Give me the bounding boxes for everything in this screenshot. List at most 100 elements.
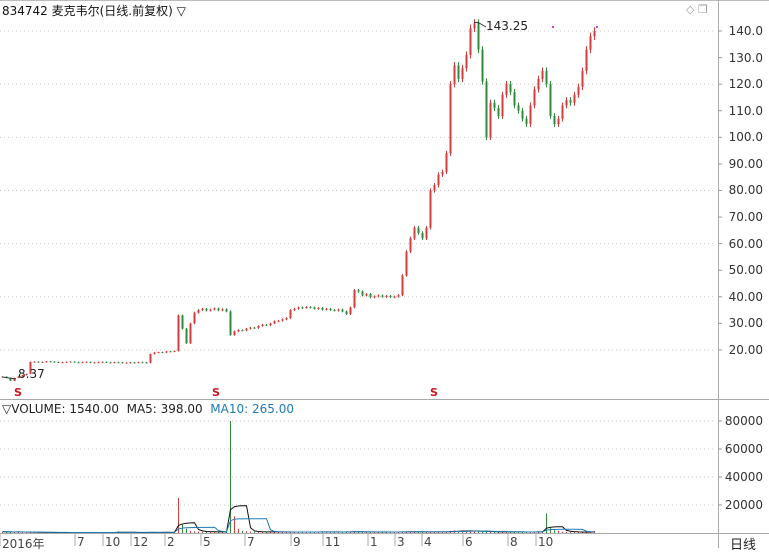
candle-body: [405, 251, 408, 276]
date-tick-label: 10: [538, 535, 554, 549]
min-pointer: [1, 376, 17, 380]
candle-body: [497, 108, 500, 117]
date-tick-label: 7: [77, 535, 85, 549]
candle-body: [309, 306, 312, 308]
candle-body: [225, 309, 228, 312]
candle-body: [501, 94, 504, 117]
candle-body: [485, 81, 488, 138]
candle-body: [241, 330, 244, 332]
price-tick-label: 130.0: [728, 50, 763, 65]
candle-body: [229, 311, 232, 336]
date-tick-label: 9: [293, 535, 301, 549]
menu-triangle-icon[interactable]: ▽: [176, 4, 186, 18]
candle-body: [461, 68, 464, 79]
window-controls: ◇ ❐: [686, 3, 708, 16]
ma5-value: MA5: 398.00: [126, 402, 203, 416]
candle-body: [25, 373, 28, 376]
candle-body: [525, 118, 528, 125]
candle-body: [149, 353, 152, 363]
date-tick-label: 2: [167, 535, 175, 549]
period-label[interactable]: 日线: [730, 538, 757, 553]
candle-body: [325, 308, 328, 310]
price-tick-label: 40.00: [728, 289, 763, 304]
candle-body: [73, 361, 76, 363]
candle-body: [385, 296, 388, 298]
candle-body: [533, 89, 536, 106]
candle-body: [365, 294, 368, 296]
candle-body: [109, 362, 112, 364]
candle-body: [445, 153, 448, 172]
candle-body: [173, 351, 176, 353]
candle-body: [201, 308, 204, 311]
candle-body: [573, 94, 576, 103]
price-tick-label: 80.00: [728, 183, 763, 198]
candle-body: [425, 227, 428, 239]
marker-dot: [552, 26, 554, 28]
event-marker[interactable]: S: [430, 386, 438, 399]
candle-body: [189, 323, 192, 344]
candle-body: [49, 361, 52, 363]
volume-value: VOLUME: 1540.00: [11, 402, 119, 416]
candle-body: [417, 227, 420, 234]
date-tick-label: 5: [203, 535, 211, 549]
candle-body: [281, 319, 284, 321]
candle-body: [129, 362, 132, 364]
date-tick-label: 6: [465, 535, 473, 549]
candle-body: [537, 78, 540, 90]
candle-body: [89, 361, 92, 363]
candle-body: [209, 309, 212, 311]
candle-body: [361, 291, 364, 296]
min-price-label: 8.37: [18, 367, 45, 381]
volume-tick-label: 20000: [724, 498, 763, 512]
price-tick-label: 60.00: [728, 236, 763, 251]
candle-body: [349, 307, 352, 315]
candle-body: [413, 227, 416, 239]
candle-body: [101, 361, 104, 363]
candle-body: [237, 330, 240, 332]
candle-body: [125, 362, 128, 364]
candle-body: [541, 70, 544, 79]
candle-body: [45, 361, 48, 363]
volume-menu-icon[interactable]: ▽: [2, 402, 12, 416]
candle-body: [393, 296, 396, 298]
candle-body: [465, 54, 468, 69]
candle-body: [313, 307, 316, 309]
price-tick-label: 50.00: [728, 263, 763, 278]
candle-body: [469, 28, 472, 55]
candle-body: [329, 308, 332, 311]
candle-body: [521, 110, 524, 119]
candle-body: [145, 362, 148, 364]
candle-body: [389, 296, 392, 298]
date-tick-label: 11: [325, 535, 341, 549]
candle-body: [161, 352, 164, 354]
candle-body: [505, 84, 508, 95]
event-marker[interactable]: S: [14, 386, 22, 399]
event-marker[interactable]: S: [212, 386, 220, 399]
candle-body: [141, 362, 144, 364]
candle-body: [113, 362, 116, 364]
candle-body: [565, 100, 568, 106]
candle-body: [97, 362, 100, 364]
volume-tick-label: 60000: [724, 442, 763, 456]
diamond-icon[interactable]: ◇: [686, 3, 695, 16]
candle-body: [437, 174, 440, 186]
candle-body: [293, 308, 296, 311]
candle-body: [569, 100, 572, 103]
candle-body: [289, 310, 292, 319]
chart-title[interactable]: 834742 麦克韦尔(日线.前复权) ▽: [2, 2, 186, 19]
candle-body: [65, 361, 68, 363]
candle-body: [273, 321, 276, 324]
candle-body: [29, 361, 32, 374]
volume-tick-label: 40000: [724, 470, 763, 484]
date-tick-label: 2016年: [2, 537, 45, 551]
candle-body: [21, 375, 24, 377]
candle-body: [529, 105, 532, 125]
candle-body: [177, 315, 180, 352]
date-tick-label: 10: [105, 535, 121, 549]
candle-body: [305, 306, 308, 308]
candle-body: [509, 84, 512, 93]
date-tick-label: 4: [424, 535, 432, 549]
candle-body: [553, 116, 556, 125]
restore-window-icon[interactable]: ❐: [697, 3, 708, 16]
